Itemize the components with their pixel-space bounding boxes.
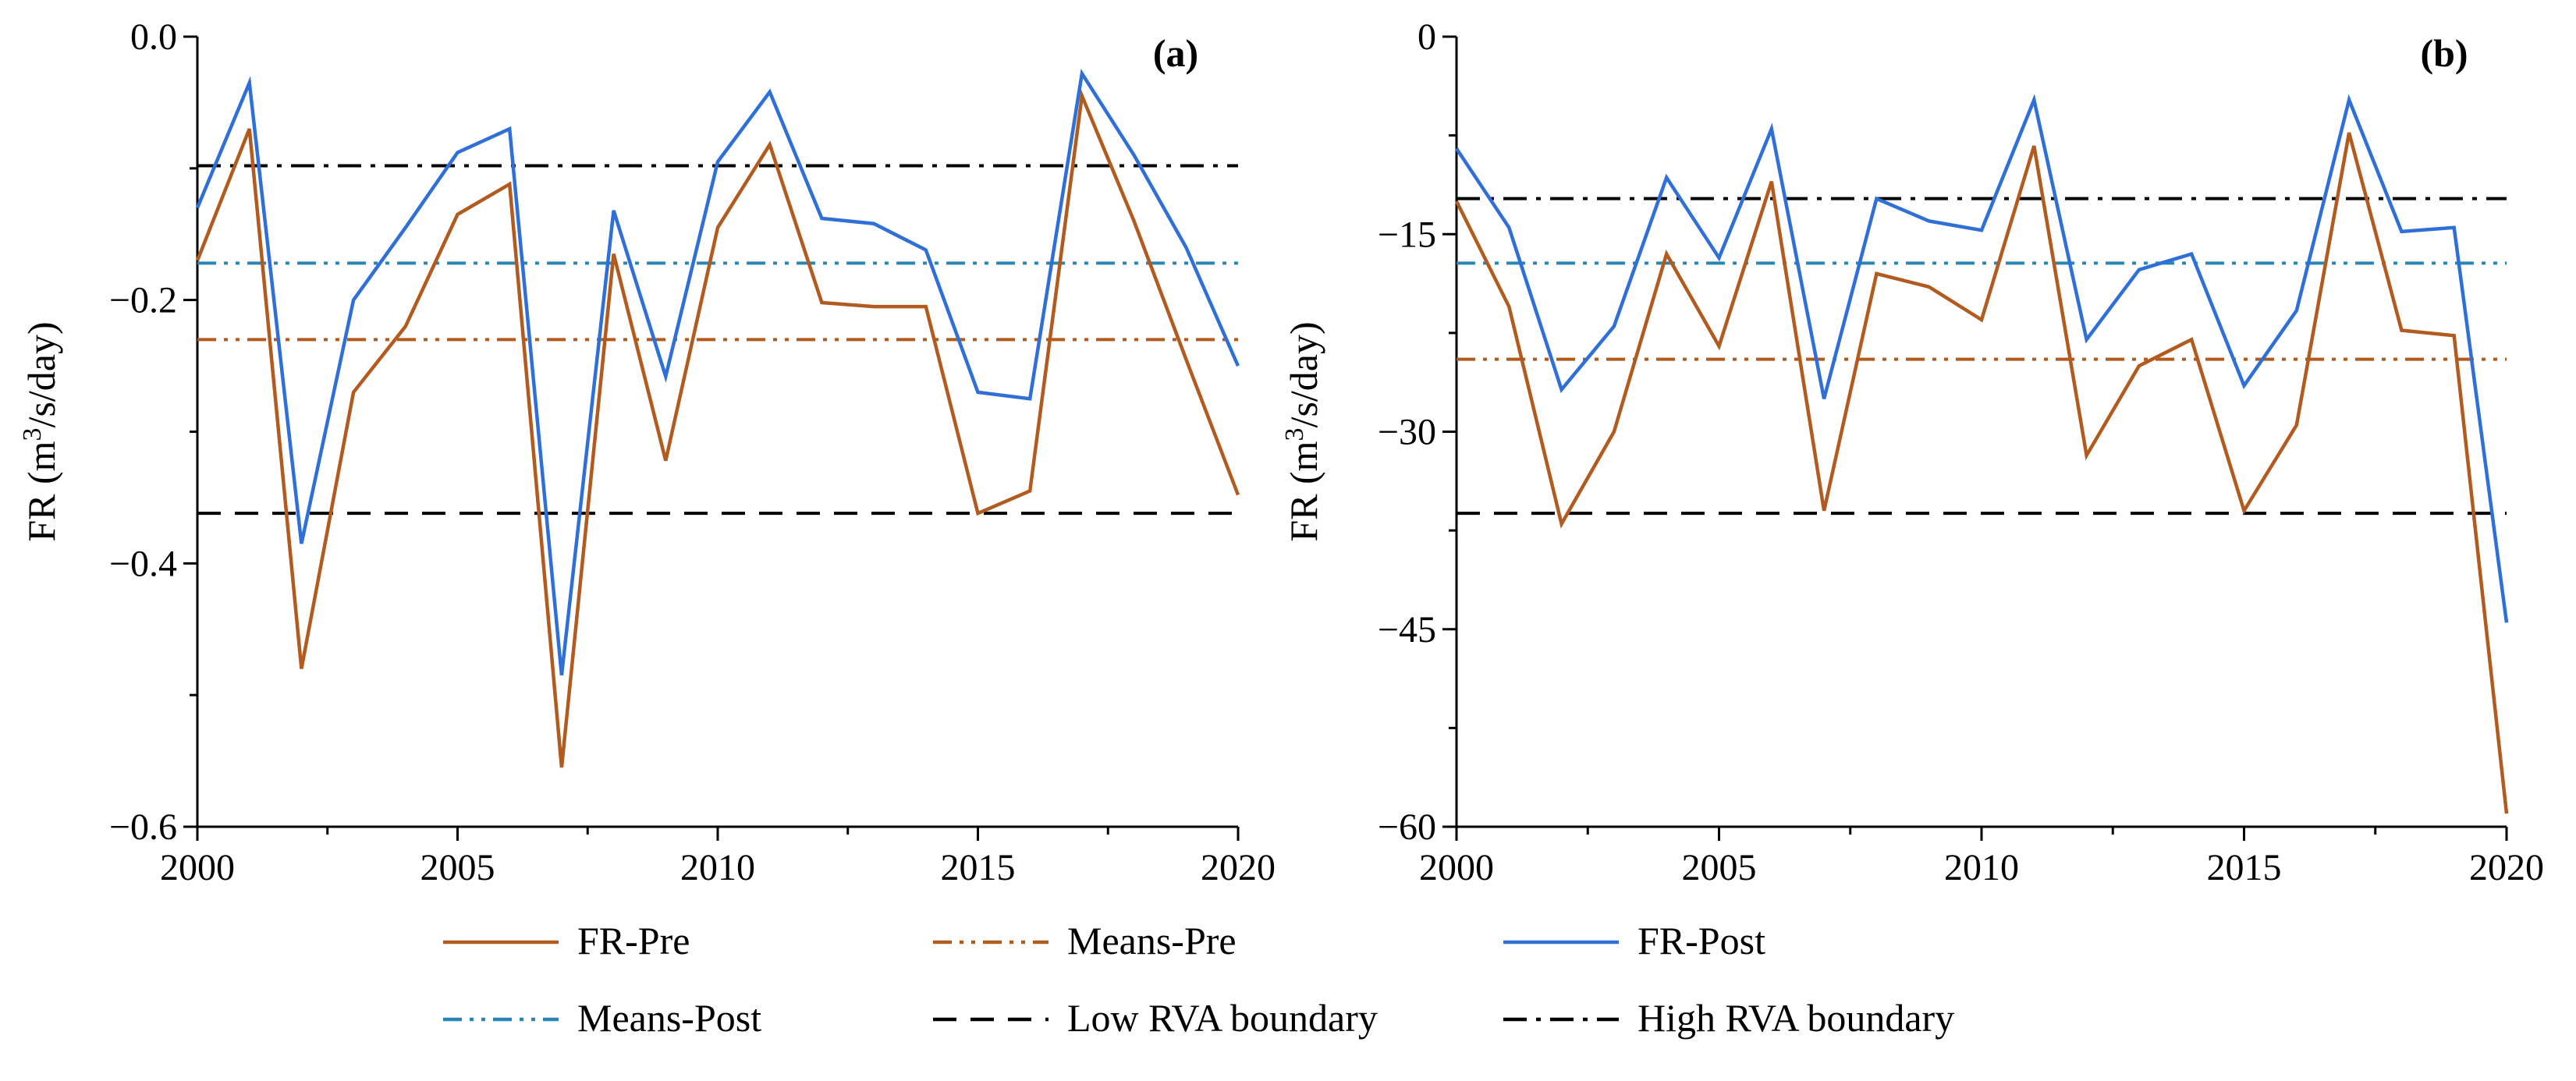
x-tick-label: 2000 [1419,847,1494,888]
y-tick-label: −30 [1378,412,1436,453]
y-tick-label: −60 [1378,806,1436,848]
y-axis-title-prefix: FR (m [1282,441,1325,541]
series-line-fr-pre [1454,132,2509,814]
x-tick-label: 2015 [941,847,1016,888]
y-tick-label: −0.6 [109,806,177,848]
y-axis-title-suffix: /s/day) [20,321,63,427]
y-tick-label: 0.0 [130,16,177,58]
panel-a: 2000 2005 2010 2015 2020 0.0 −0.2 −0.4 −0.6 FR (m… [18,16,1276,888]
legend-label-means-pre: Means-Pre [1067,919,1237,962]
x-tick-label: 2020 [2469,847,2544,888]
legend-label-high-rva-boundary: High RVA boundary [1637,996,1954,1040]
y-axis-title: FR (m3/s/day) [1280,321,1325,541]
x-tick-label: 2000 [160,847,235,888]
series-line-fr-pre [195,89,1240,768]
series-line-fr-post [195,69,1240,676]
legend-label-fr-pre: FR-Pre [577,919,690,962]
legend: FR-Pre Means-Pre FR-Post Means-Post Low RVA … [443,919,1954,1040]
y-tick-label: −0.4 [109,543,177,584]
y-tick-label: 0 [1418,16,1436,58]
series-line-fr-post [1455,94,2509,623]
x-tick-label: 2005 [1682,847,1757,888]
y-axis-title-superscript: 3 [1280,427,1309,441]
panel-label: (a) [1153,31,1198,75]
y-axis-title-superscript: 3 [18,427,47,441]
x-tick-label: 2020 [1201,847,1276,888]
legend-label-fr-post: FR-Post [1637,919,1765,962]
x-tick-label: 2015 [2207,847,2282,888]
y-tick-label: −0.2 [109,280,177,321]
x-tick-label: 2010 [680,847,755,888]
y-axis-title-suffix: /s/day) [1282,321,1325,427]
legend-label-means-post: Means-Post [577,996,761,1040]
x-tick-label: 2005 [420,847,495,888]
x-tick-label: 2010 [1944,847,2019,888]
y-tick-label: −15 [1378,214,1436,255]
y-tick-label: −45 [1378,609,1436,650]
y-axis-title: FR (m3/s/day) [18,321,63,541]
panel-b: 2000 2005 2010 2015 2020 0 −15 −30 −45 −60 FR (m3/… [1280,16,2544,888]
legend-label-low-rva-boundary: Low RVA boundary [1067,996,1378,1040]
y-axis-title-prefix: FR (m [20,441,63,541]
panel-label: (b) [2420,31,2468,75]
